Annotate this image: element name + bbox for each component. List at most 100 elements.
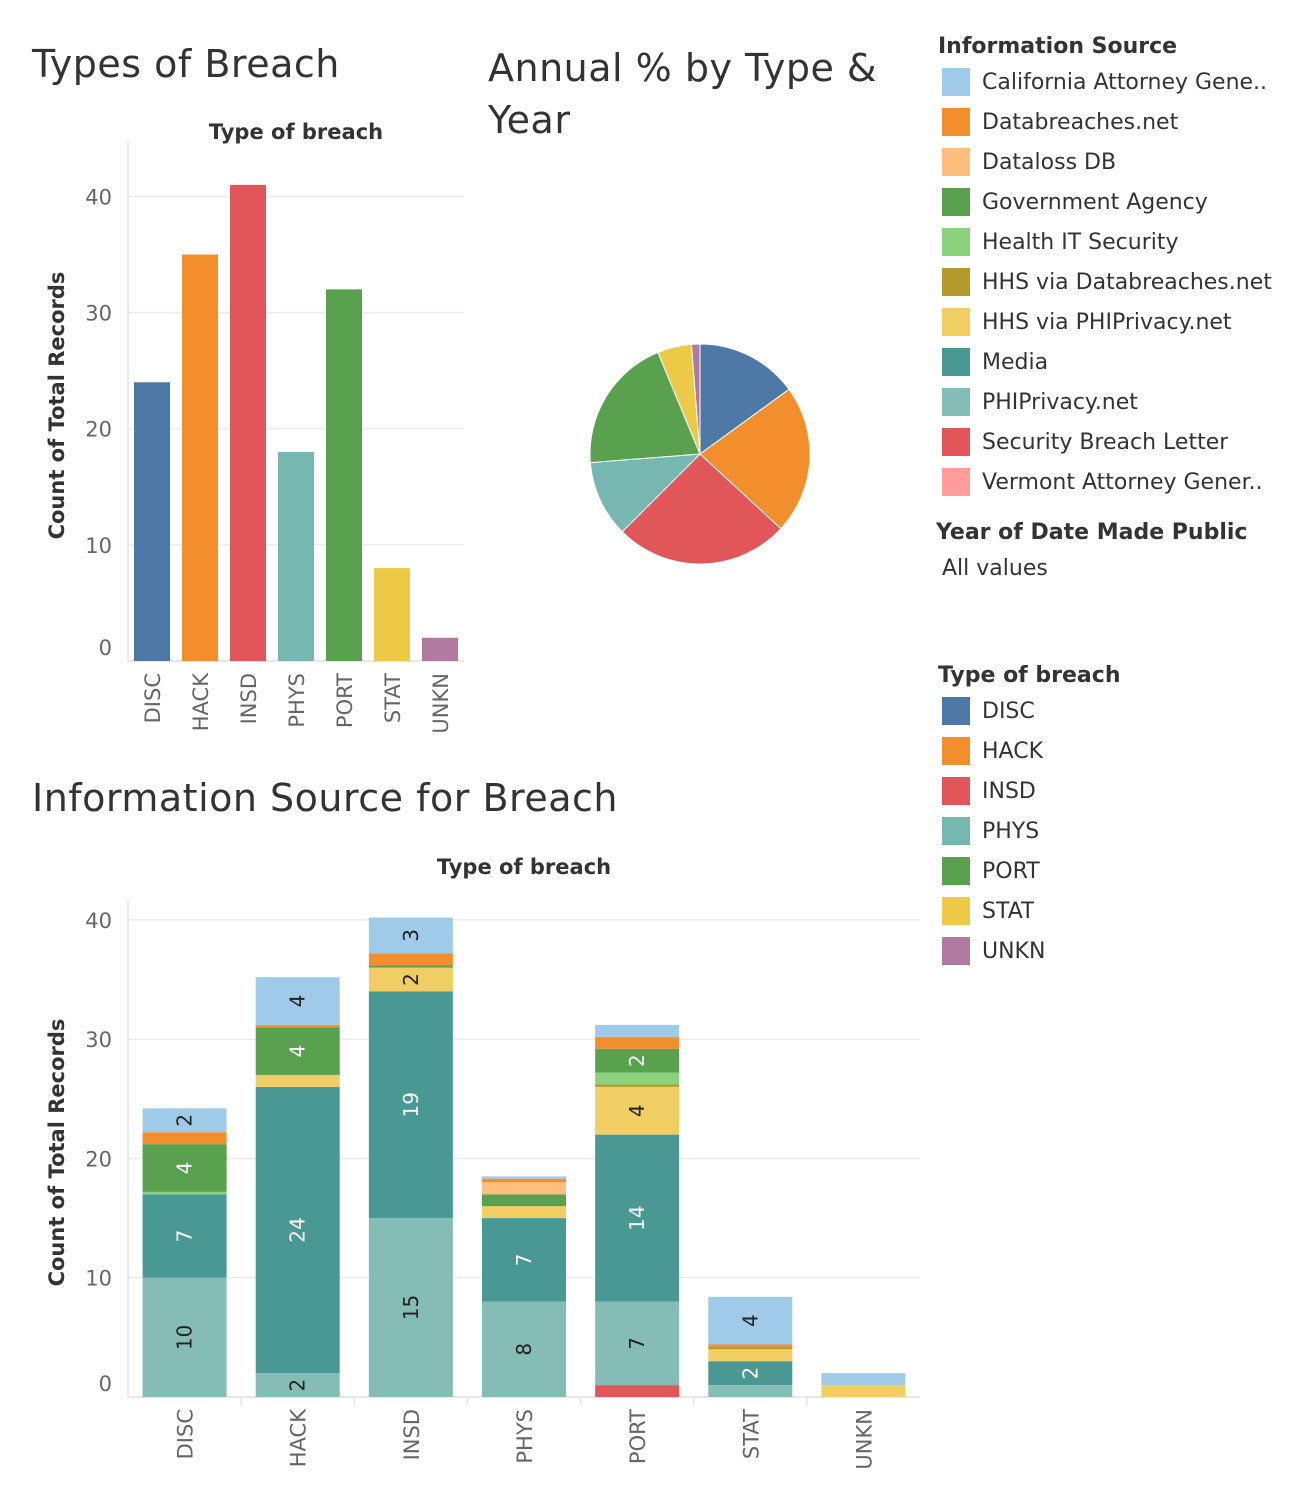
legend-swatch (942, 737, 970, 765)
segment-label: 7 (173, 1230, 197, 1243)
annual-pct-pie-chart (589, 343, 811, 565)
stack-segment (595, 1385, 680, 1397)
info-source-legend-item[interactable]: Dataloss DB (938, 142, 1288, 182)
segment-label: 4 (286, 1045, 310, 1058)
type-legend-item[interactable]: STAT (938, 891, 1288, 931)
stack-segment (708, 1344, 793, 1347)
legend-label: HHS via Databreaches.net (982, 269, 1272, 295)
legend-swatch (942, 228, 970, 256)
legend-label: PHYS (982, 818, 1040, 844)
type-legend-item[interactable]: DISC (938, 691, 1288, 731)
info-source-stacked-chart: Type of breach 0 10 20 30 40 Count of Total Re… (45, 855, 920, 1470)
stack-segment (595, 1134, 680, 1302)
legend-swatch (942, 897, 970, 925)
y-tick-label: 20 (85, 1147, 112, 1171)
chart-header: Type of breach (437, 855, 611, 879)
legend-swatch (942, 348, 970, 376)
segment-label: 2 (173, 1114, 197, 1127)
stack-segment (482, 1182, 566, 1195)
stack-segment (482, 1301, 566, 1397)
x-tick-label: DISC (174, 1409, 198, 1459)
info-source-legend-item[interactable]: Government Agency (938, 182, 1288, 222)
stack-segment (482, 1194, 566, 1207)
legend-label: Security Breach Letter (982, 429, 1229, 455)
legend-label: PHIPrivacy.net (982, 389, 1138, 415)
legend-swatch (942, 857, 970, 885)
info-source-legend-items: California Attorney Gene.. Databreaches.n… (938, 62, 1288, 502)
segment-label: 8 (512, 1343, 536, 1356)
stack-segment (595, 1086, 680, 1135)
stack-segment (708, 1349, 793, 1362)
y-tick-label: 30 (85, 302, 112, 326)
stack-segment (482, 1178, 566, 1183)
segment-label: 4 (625, 1104, 649, 1117)
legend-swatch (942, 268, 970, 296)
types-of-breach-chart: Type of breach 0 10 20 30 40 Count of Total Re… (45, 120, 464, 734)
stack-segment (142, 1144, 227, 1192)
legend-swatch (942, 308, 970, 336)
legend-label: INSD (982, 778, 1036, 804)
info-source-legend-item[interactable]: California Attorney Gene.. (938, 62, 1288, 102)
info-source-legend-item[interactable]: Security Breach Letter (938, 422, 1288, 462)
pie-slice-disc (699, 343, 790, 455)
stack-segment (368, 991, 453, 1219)
stack-segment (595, 1072, 680, 1085)
y-tick-label: 10 (85, 534, 112, 558)
legend-label: UNKN (982, 938, 1046, 964)
legend-swatch (942, 468, 970, 496)
legend-label: Vermont Attorney Gener.. (982, 469, 1263, 495)
x-tick-label: PHYS (513, 1409, 537, 1464)
type-legend-item[interactable]: INSD (938, 771, 1288, 811)
legend-label: California Attorney Gene.. (982, 69, 1268, 95)
x-tick-label: INSD (237, 673, 261, 724)
info-source-legend-item[interactable]: Health IT Security (938, 222, 1288, 262)
type-legend-items: DISC HACK INSD PHYS PORT STAT UNKN (938, 691, 1288, 971)
y-tick-label: 0 (99, 636, 112, 660)
info-source-legend-item[interactable]: HHS via PHIPrivacy.net (938, 302, 1288, 342)
stack-segment (368, 965, 453, 968)
segment-label: 2 (625, 1054, 649, 1067)
stack-segment (482, 1206, 566, 1219)
x-tick-label: PORT (333, 673, 357, 728)
stack-segment (708, 1296, 793, 1345)
type-legend-item[interactable]: HACK (938, 731, 1288, 771)
x-tick-label: HACK (189, 672, 213, 731)
type-legend-item[interactable]: UNKN (938, 931, 1288, 971)
stack-segment (821, 1373, 906, 1386)
type-of-breach-legend: Type of breach DISC HACK INSD PHYS PORT STAT U… (938, 661, 1288, 971)
bar-insd (230, 184, 266, 661)
legend-label: DISC (982, 698, 1035, 724)
year-filter-value[interactable]: All values (942, 556, 1048, 581)
segment-label: 3 (399, 929, 423, 942)
legend-label: Media (982, 349, 1049, 375)
year-filter-title: Year of Date Made Public (936, 520, 1248, 545)
stack-segment (255, 1024, 340, 1028)
y-tick-label: 30 (85, 1028, 112, 1052)
legend-swatch (942, 697, 970, 725)
stack-segment (255, 977, 340, 1025)
info-source-legend-item[interactable]: PHIPrivacy.net (938, 382, 1288, 422)
stack-segment (368, 953, 453, 966)
info-source-legend-item[interactable]: Media (938, 342, 1288, 382)
stack-segment (595, 1036, 680, 1049)
stack-segment (142, 1132, 227, 1145)
info-source-legend-item[interactable]: Vermont Attorney Gener.. (938, 462, 1288, 502)
stack-segment (255, 1074, 340, 1087)
type-legend-item[interactable]: PHYS (938, 811, 1288, 851)
legend-label: PORT (982, 858, 1040, 884)
segment-label: 10 (173, 1325, 197, 1350)
stack-segment (708, 1361, 793, 1386)
info-source-legend-item[interactable]: HHS via Databreaches.net (938, 262, 1288, 302)
type-legend-item[interactable]: PORT (938, 851, 1288, 891)
types-of-breach-title: Types of Breach (32, 42, 340, 86)
x-tick-label: STAT (739, 1409, 763, 1459)
x-tick-label: PHYS (285, 673, 309, 728)
legend-label: STAT (982, 898, 1035, 924)
legend-label: Health IT Security (982, 229, 1179, 255)
stack-segment (482, 1176, 566, 1179)
stack-segment (142, 1194, 227, 1278)
stack-segment (708, 1346, 793, 1350)
pie-slice-port (589, 351, 701, 464)
info-source-legend-item[interactable]: Databreaches.net (938, 102, 1288, 142)
segment-label: 7 (512, 1253, 536, 1266)
